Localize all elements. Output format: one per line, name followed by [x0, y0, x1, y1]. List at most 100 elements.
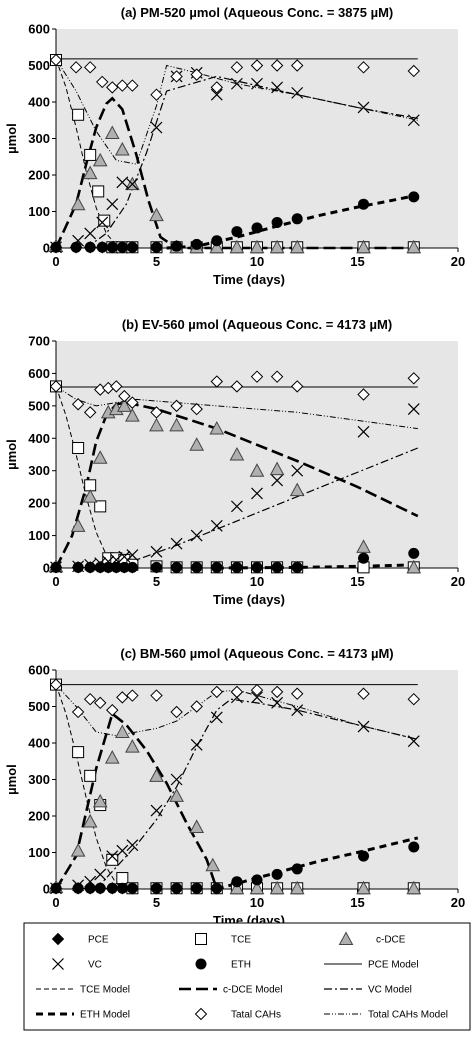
series-line-vc-model	[95, 698, 418, 890]
y-axis-label: µmol	[4, 764, 19, 795]
legend-item: Total CAHs Model	[324, 1010, 448, 1021]
data-point-total-cahs	[49, 380, 63, 393]
x-tick-label: 20	[451, 254, 465, 269]
data-point-c-dce	[289, 482, 305, 497]
legend-symbol	[194, 1007, 208, 1021]
series-line-vc-model	[96, 447, 419, 569]
series-line-c-dce-model	[54, 401, 419, 569]
data-point-c-dce	[289, 880, 305, 895]
y-tick-label: 600	[28, 663, 50, 678]
data-point-total-cahs	[150, 689, 163, 702]
data-point-c-dce	[249, 880, 265, 895]
data-point-vc	[251, 77, 263, 90]
data-point-vc	[170, 537, 183, 550]
y-tick-label: 300	[28, 463, 50, 478]
chart-panel-c: (c) BM-560 µmol (Aqueous Conc. = 4173 µM…	[4, 646, 465, 928]
y-tick-label: 400	[28, 736, 50, 751]
data-point-total-cahs	[71, 705, 85, 719]
data-point-vc	[271, 696, 284, 709]
data-point-tce	[92, 185, 105, 198]
legend-label: Total CAHs Model	[368, 1010, 448, 1021]
data-point-total-cahs	[126, 79, 139, 92]
legend-item: TCE Model	[36, 985, 130, 996]
plot-area	[56, 670, 458, 889]
data-point-eth	[251, 222, 263, 234]
series-line-eth-model	[216, 836, 419, 891]
legend-symbol	[195, 958, 207, 970]
x-tick-label: 15	[350, 254, 364, 269]
data-point-eth	[358, 552, 370, 564]
data-point-eth	[50, 561, 62, 573]
x-tick-label: 5	[153, 895, 160, 910]
data-point-total-cahs	[150, 88, 163, 101]
data-point-vc	[106, 198, 119, 211]
data-point-c-dce	[92, 450, 108, 464]
data-point-vc	[357, 101, 370, 114]
legend-item: PCE Model	[324, 960, 419, 971]
data-point-total-cahs	[270, 685, 284, 699]
data-point-c-dce	[114, 724, 130, 739]
data-point-vc	[190, 738, 203, 751]
data-point-total-cahs	[290, 59, 304, 72]
data-point-c-dce	[104, 750, 120, 764]
x-tick-label: 10	[250, 254, 264, 269]
data-point-eth	[72, 561, 84, 573]
data-point-vc	[407, 403, 420, 416]
data-point-eth	[106, 882, 118, 894]
data-point-vc	[94, 868, 107, 881]
x-tick-label: 0	[52, 254, 59, 269]
data-point-vc	[126, 549, 139, 561]
data-point-eth	[251, 874, 263, 886]
data-point-total-cahs	[190, 402, 203, 416]
data-point-eth	[291, 863, 303, 875]
data-point-eth	[408, 547, 420, 559]
y-tick-label: 200	[28, 168, 50, 183]
series-line-total-cahs-model	[55, 58, 418, 165]
data-point-c-dce	[70, 843, 86, 857]
legend-label: TCE Model	[80, 985, 130, 996]
data-point-c-dce	[70, 196, 86, 211]
data-point-c-dce	[114, 141, 130, 156]
data-point-total-cahs	[407, 64, 420, 78]
data-point-c-dce	[406, 880, 422, 895]
data-point-c-dce	[209, 421, 225, 435]
data-point-eth	[171, 240, 183, 252]
data-point-tce	[72, 442, 85, 455]
legend-label: TCE	[231, 935, 251, 946]
x-tick-label: 10	[250, 574, 264, 589]
data-point-vc	[291, 704, 304, 717]
data-point-c-dce	[356, 539, 371, 553]
data-point-c-dce	[104, 125, 120, 140]
data-point-c-dce	[125, 408, 140, 422]
data-point-eth	[358, 850, 370, 862]
data-point-eth	[408, 841, 420, 853]
data-point-total-cahs	[290, 687, 304, 700]
data-point-total-cahs	[270, 59, 284, 72]
data-point-eth	[271, 216, 283, 228]
data-point-total-cahs	[407, 692, 420, 706]
data-point-c-dce	[82, 813, 98, 828]
data-point-vc	[150, 804, 163, 817]
data-point-c-dce	[249, 463, 265, 477]
y-tick-label: 600	[28, 22, 50, 37]
x-tick-label: 5	[153, 254, 160, 269]
data-point-eth	[171, 882, 183, 894]
data-point-tce	[116, 872, 129, 885]
data-point-eth	[358, 198, 370, 210]
y-axis-label: µmol	[4, 439, 19, 470]
data-point-total-cahs	[230, 380, 244, 393]
data-point-vc	[126, 839, 139, 852]
chart-panel-b: (b) EV-560 µmol (Aqueous Conc. = 4173 µM…	[4, 317, 465, 607]
legend-item: VC Model	[324, 985, 412, 996]
data-point-vc	[150, 545, 163, 558]
x-tick-label: 0	[52, 895, 59, 910]
x-axis-label: Time (days)	[213, 272, 285, 287]
y-tick-label: 100	[28, 845, 50, 860]
legend-item: TCE	[195, 933, 251, 946]
data-point-c-dce	[82, 165, 98, 180]
data-point-total-cahs	[126, 396, 139, 409]
data-point-tce	[84, 148, 97, 161]
legend-item: ETH Model	[36, 1010, 130, 1021]
